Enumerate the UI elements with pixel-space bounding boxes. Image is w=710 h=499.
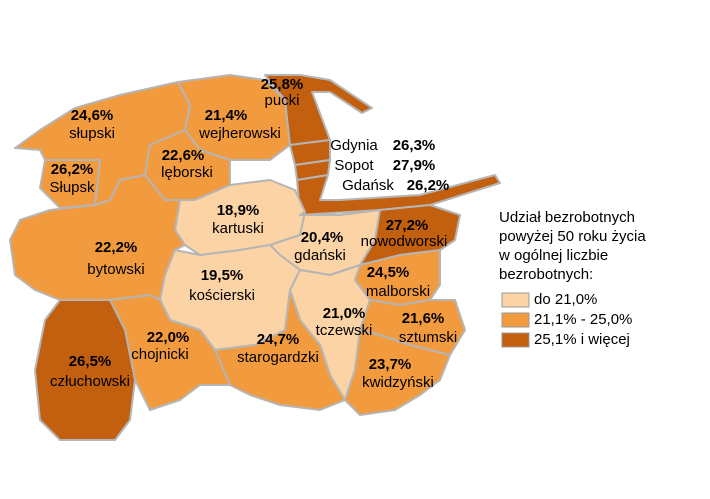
region-value: 20,4% (301, 229, 344, 246)
region-value: 25,8% (261, 76, 304, 93)
region-value: 27,9% (393, 157, 436, 174)
region-name: bytowski (87, 261, 145, 278)
region-name: chojnicki (131, 346, 189, 363)
region-name: sztumski (399, 329, 457, 346)
region-name: wejherowski (198, 125, 281, 142)
region-value: 24,5% (367, 264, 410, 281)
region-value: 24,6% (71, 107, 114, 124)
legend-title: Udział bezrobotnych (499, 209, 635, 226)
region-value: 21,0% (323, 305, 366, 322)
region-name: człuchowski (50, 373, 130, 390)
region-value: 26,2% (407, 177, 450, 194)
region-name: lęborski (161, 164, 213, 181)
legend-swatch (501, 292, 530, 308)
legend-swatch (501, 312, 530, 328)
region (264, 74, 373, 146)
region (344, 329, 451, 416)
region-value: 26,3% (393, 137, 436, 154)
region (177, 74, 291, 161)
region-value: 18,9% (217, 202, 260, 219)
region-name: Słupsk (49, 179, 95, 196)
legend-label: 25,1% i więcej (534, 331, 630, 348)
legend: Udział bezrobotnych powyżej 50 roku życia… (498, 209, 646, 348)
legend-title: w ogólnej liczbie (498, 247, 608, 264)
region-value: 22,2% (95, 239, 138, 256)
region-value: 26,2% (51, 161, 94, 178)
region-name: kościerski (189, 287, 255, 304)
region-value: 22,6% (162, 147, 205, 164)
region-name: nowodworski (361, 233, 448, 250)
region-value: 23,7% (369, 356, 412, 373)
region-name: pucki (264, 92, 299, 109)
region (214, 289, 346, 411)
region-name: kartuski (212, 220, 264, 237)
region-value: 24,7% (257, 331, 300, 348)
region (34, 299, 136, 441)
legend-label: 21,1% - 25,0% (534, 311, 632, 328)
region-name: słupski (69, 125, 115, 142)
region-value: 27,2% (386, 217, 429, 234)
region-value: 21,4% (205, 107, 248, 124)
region-name: gdański (294, 247, 346, 264)
region-name: starogardzki (237, 349, 319, 366)
region-value: 19,5% (201, 267, 244, 284)
region-value: 21,6% (402, 310, 445, 327)
legend-title: bezrobotnych: (499, 266, 593, 283)
region-value: 26,5% (69, 353, 112, 370)
region-name: Gdynia (330, 137, 378, 154)
region (296, 174, 501, 216)
region-name: Gdańsk (342, 177, 394, 194)
region-value: 22,0% (147, 329, 190, 346)
region-name: malborski (366, 283, 430, 300)
region-name: kwidzyński (362, 374, 434, 391)
region-name: Sopot (334, 157, 374, 174)
legend-title: powyżej 50 roku życia (499, 228, 646, 245)
legend-swatch (501, 332, 530, 348)
region-name: tczewski (316, 322, 373, 339)
legend-label: do 21,0% (534, 291, 597, 308)
